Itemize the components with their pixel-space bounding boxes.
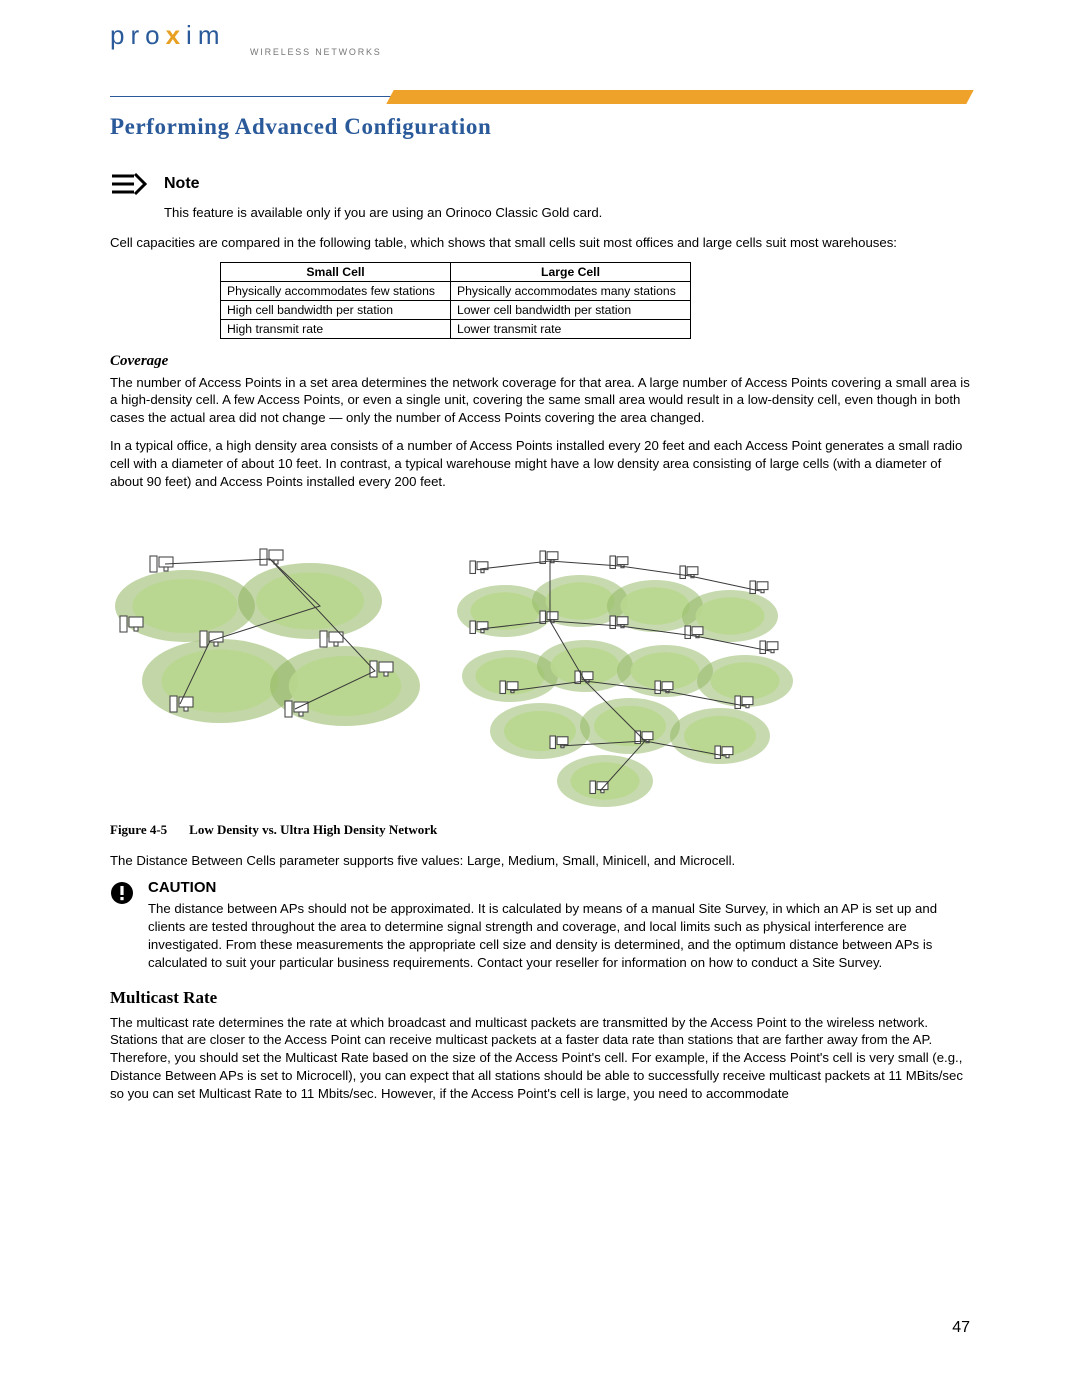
brand-logo: proxim WIRELESS NETWORKS — [110, 20, 970, 80]
table-cell: Physically accommodates few stations — [221, 281, 451, 300]
intro-text: Cell capacities are compared in the foll… — [110, 234, 970, 252]
coverage-heading: Coverage — [110, 353, 970, 370]
separator-bar — [110, 90, 970, 104]
logo-x: x — [166, 20, 186, 50]
network-diagram-figure: Figure 4-5 Low Density vs. Ultra High Den… — [110, 501, 970, 838]
post-figure-text: The Distance Between Cells parameter sup… — [110, 852, 970, 870]
caution-text: The distance between APs should not be a… — [148, 900, 970, 971]
table-cell: Physically accommodates many stations — [451, 281, 691, 300]
cell-capacity-table: Small CellLarge Cell Physically accommod… — [220, 262, 970, 339]
table-row: High cell bandwidth per stationLower cel… — [221, 300, 691, 319]
note-arrow-icon — [110, 170, 150, 198]
page-number: 47 — [952, 1319, 970, 1337]
coverage-p2: In a typical office, a high density area… — [110, 437, 970, 490]
table-cell: Lower cell bandwidth per station — [451, 300, 691, 319]
caution-label: CAUTION — [148, 879, 970, 896]
figure-caption-text: Low Density vs. Ultra High Density Netwo… — [189, 822, 437, 837]
table-cell: High cell bandwidth per station — [221, 300, 451, 319]
coverage-p1: The number of Access Points in a set are… — [110, 374, 970, 427]
table-cell: Lower transmit rate — [451, 319, 691, 338]
figure-number: Figure 4-5 — [110, 822, 167, 837]
logo-post: im — [186, 20, 225, 50]
table-header: Small Cell — [221, 262, 451, 281]
figure-caption: Figure 4-5 Low Density vs. Ultra High Den… — [110, 822, 970, 838]
page-title: Performing Advanced Configuration — [110, 114, 970, 140]
caution-icon — [110, 881, 134, 905]
note-text: This feature is available only if you ar… — [164, 204, 970, 222]
multicast-heading: Multicast Rate — [110, 988, 970, 1008]
multicast-text: The multicast rate determines the rate a… — [110, 1014, 970, 1103]
logo-pre: pro — [110, 20, 166, 50]
table-cell: High transmit rate — [221, 319, 451, 338]
table-row: Physically accommodates few stationsPhys… — [221, 281, 691, 300]
table-header: Large Cell — [451, 262, 691, 281]
note-label: Note — [164, 175, 200, 193]
table-row: High transmit rateLower transmit rate — [221, 319, 691, 338]
